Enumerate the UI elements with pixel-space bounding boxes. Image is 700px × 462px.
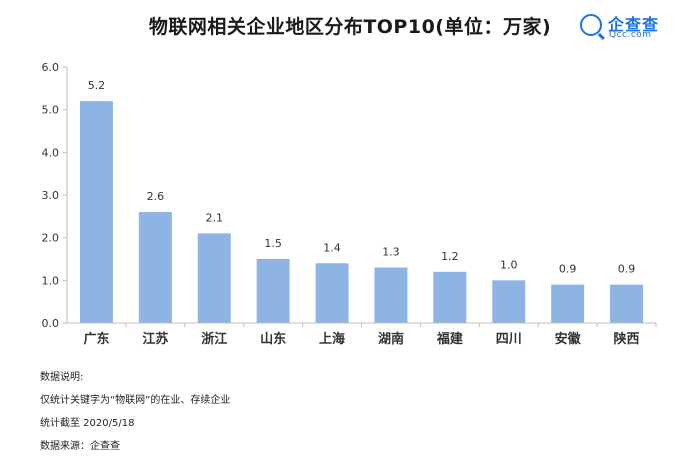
y-tick-label: 4.0: [42, 146, 60, 159]
data-label: 1.2: [441, 250, 459, 263]
logo-domain: Qcc.com: [609, 30, 652, 40]
x-tick-label: 湖南: [378, 331, 404, 347]
x-tick-label: 广东: [83, 331, 109, 347]
bar: [138, 212, 172, 323]
x-tick-label: 浙江: [201, 331, 227, 347]
y-tick-label: 5.0: [42, 104, 60, 117]
data-label: 1.5: [264, 237, 282, 250]
chart-title: 物联网相关企业地区分布TOP10(单位：万家): [148, 16, 552, 38]
notes-line-1: 仅统计关键字为“物联网”的在业、存续企业: [40, 395, 231, 406]
bar: [374, 267, 408, 323]
bar: [433, 271, 467, 323]
bar: [492, 280, 526, 323]
bar: [315, 263, 349, 323]
x-tick-label: 四川: [496, 332, 522, 347]
y-axis: 0.0 1.0 2.0 3.0 4.0 5.0 6.0: [42, 61, 68, 330]
y-tick-label: 1.0: [42, 274, 60, 287]
data-label: 0.9: [559, 263, 577, 276]
x-tick-label: 山东: [260, 331, 286, 347]
x-tick-label: 上海: [319, 331, 345, 347]
notes-line-2: 统计截至 2020/5/18: [40, 418, 135, 429]
bar: [256, 259, 290, 323]
data-label: 1.3: [382, 246, 400, 259]
magnifier-icon: [580, 14, 602, 36]
bar: [610, 284, 644, 323]
y-tick-label: 3.0: [42, 189, 60, 202]
y-tick-label: 0.0: [42, 317, 60, 330]
data-notes: 数据说明: 仅统计关键字为“物联网”的在业、存续企业 统计截至 2020/5/1…: [40, 370, 230, 462]
notes-heading: 数据说明:: [40, 372, 84, 383]
qcc-logo: 企查查 Qcc.com: [576, 8, 694, 44]
bar: [551, 284, 585, 323]
x-tick-label: 陕西: [614, 331, 640, 347]
data-label: 1.4: [323, 241, 341, 254]
y-tick-label: 2.0: [42, 232, 60, 245]
bar: [79, 101, 113, 323]
data-label: 2.6: [147, 190, 165, 203]
x-tick-label: 江苏: [142, 331, 168, 347]
bars: 5.2 2.6 2.1 1.5 1.4 1.3 1.2 1.0 0.9 0.9: [79, 79, 644, 323]
x-tick-label: 安徽: [555, 331, 582, 347]
data-label: 1.0: [500, 258, 518, 271]
notes-line-3: 数据来源：企查查: [40, 441, 120, 452]
y-tick-label: 6.0: [42, 61, 60, 74]
logo-brand: 企查查: [608, 15, 660, 34]
x-axis: 广东 江苏 浙江 山东 上海 湖南 福建 四川 安徽 陕西: [67, 322, 657, 347]
data-label: 0.9: [618, 263, 636, 276]
data-label: 2.1: [206, 211, 224, 224]
data-label: 5.2: [88, 79, 106, 92]
x-tick-label: 福建: [436, 331, 463, 347]
bar: [197, 233, 231, 323]
